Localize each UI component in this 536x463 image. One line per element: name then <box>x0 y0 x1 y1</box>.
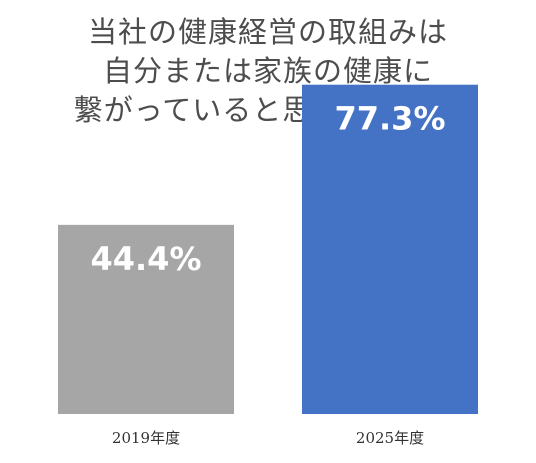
category-label-1: 2019年度 <box>112 429 180 447</box>
bar-1 <box>58 224 234 414</box>
title-line-1: 当社の健康経営の取組みは <box>88 15 448 49</box>
data-label-2: 77.3% <box>334 100 445 138</box>
title-line-2: 自分または家族の健康に <box>103 54 433 88</box>
data-label-1: 44.4% <box>90 240 201 278</box>
bar-2 <box>302 84 478 415</box>
category-label-2: 2025年度 <box>356 429 424 447</box>
bars-group: 44.4% 2019年度 77.3% 2025年度 <box>58 84 478 447</box>
